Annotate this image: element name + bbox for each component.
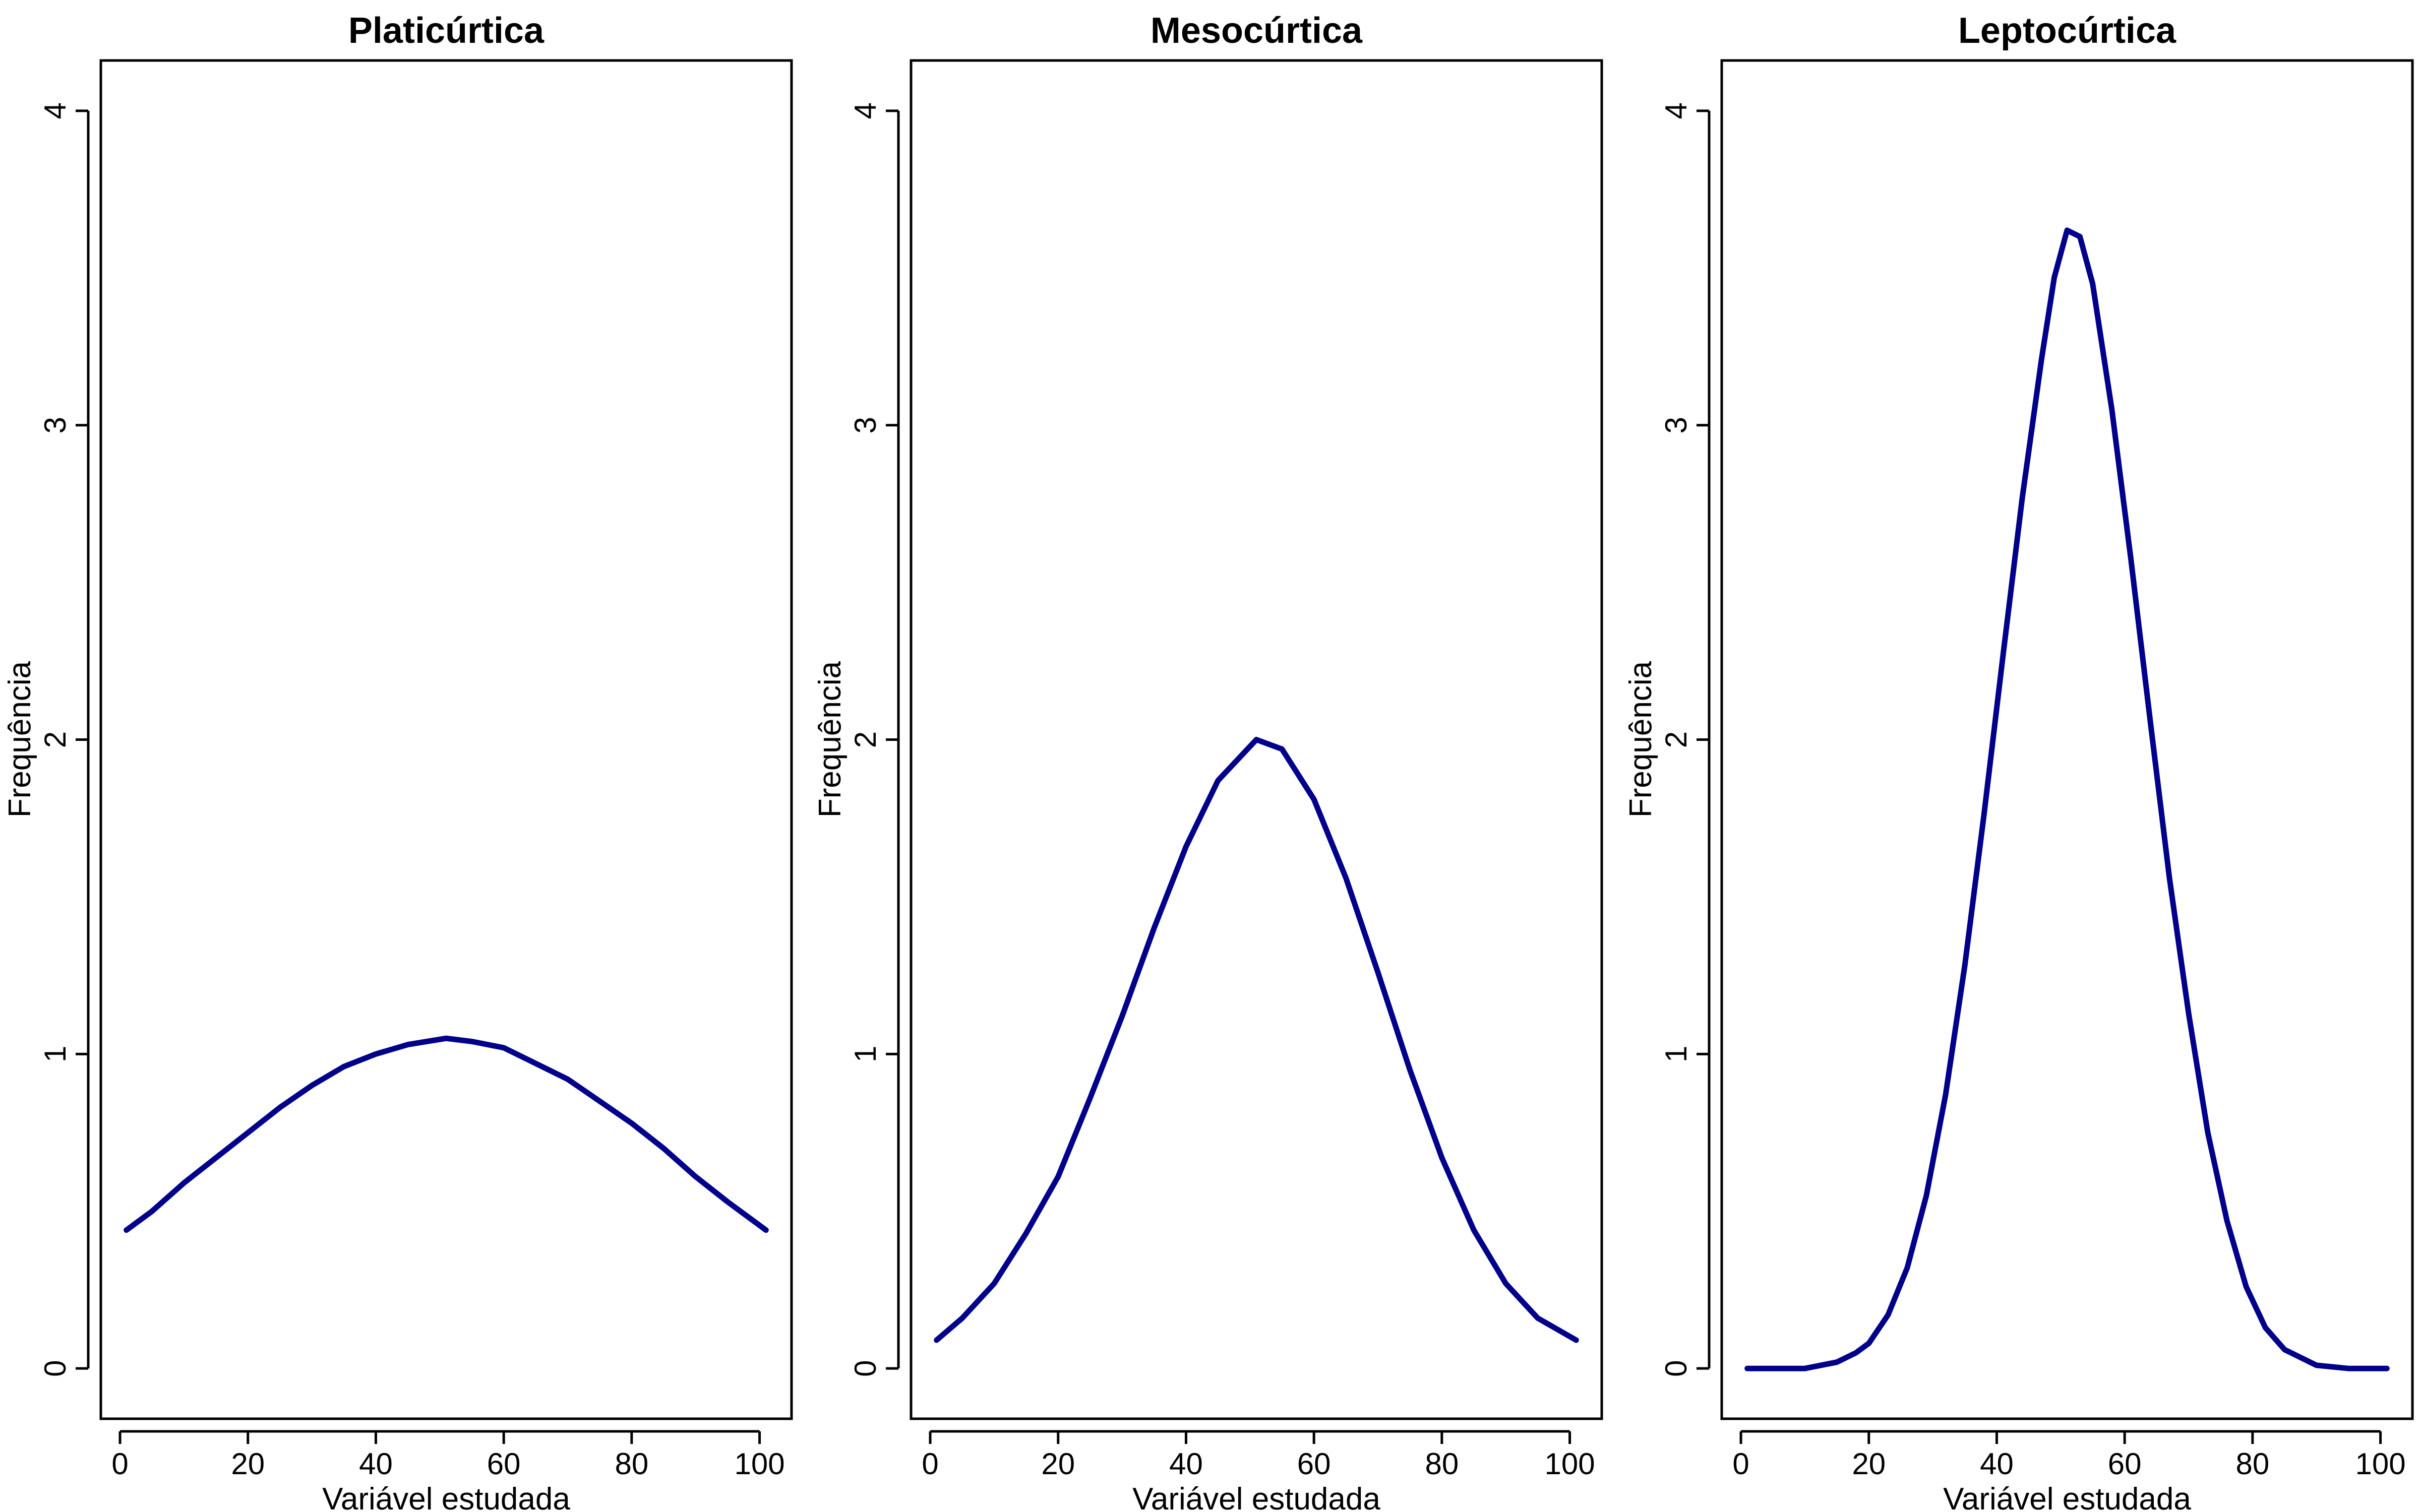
y-axis-label: Frequência	[1623, 661, 1658, 817]
x-tick-label: 60	[1297, 1447, 1331, 1481]
y-tick-label: 0	[1659, 1360, 1693, 1376]
y-tick-label: 0	[849, 1360, 882, 1376]
y-axis-label: Frequência	[813, 661, 848, 817]
panel-leptocurtica: Leptocúrtica Variável estudada Frequênci…	[1623, 11, 2414, 1512]
y-tick-label: 4	[849, 102, 882, 119]
y-tick-label: 1	[38, 1046, 72, 1062]
x-tick-label: 80	[615, 1447, 648, 1481]
y-tick-label: 2	[849, 731, 882, 748]
density-curve	[1744, 227, 2390, 1371]
panel-title: Platicúrtica	[348, 11, 544, 51]
x-tick-label: 100	[735, 1447, 785, 1481]
x-tick-label: 60	[2108, 1447, 2142, 1481]
y-tick-label: 2	[1659, 731, 1693, 748]
x-tick-label: 60	[487, 1447, 521, 1481]
y-tick-label: 4	[1659, 102, 1693, 119]
x-axis-label: Variável estudada	[322, 1482, 570, 1512]
y-tick-label: 2	[38, 731, 72, 748]
density-curve	[124, 1035, 769, 1233]
y-tick-label: 3	[38, 417, 72, 433]
panel-title: Mesocúrtica	[1151, 11, 1363, 51]
x-tick-label: 40	[359, 1447, 393, 1481]
x-tick-label: 100	[1545, 1447, 1595, 1481]
density-curve	[934, 737, 1579, 1343]
x-tick-label: 0	[1732, 1447, 1749, 1481]
x-axis-label: Variável estudada	[1132, 1482, 1380, 1512]
x-tick-label: 80	[1425, 1447, 1459, 1481]
plot-frame	[99, 59, 793, 1420]
x-tick-label: 100	[2355, 1447, 2406, 1481]
x-tick-label: 20	[231, 1447, 265, 1481]
plot-frame	[910, 59, 1603, 1420]
panel-platicurtica: Platicúrtica Variável estudada Frequênci…	[3, 11, 793, 1512]
panel-title: Leptocúrtica	[1958, 11, 2176, 51]
y-tick-label: 3	[849, 417, 882, 433]
x-tick-label: 0	[922, 1447, 938, 1481]
y-tick-label: 3	[1659, 417, 1693, 433]
y-tick-label: 0	[38, 1360, 72, 1376]
y-tick-label: 1	[1659, 1046, 1693, 1062]
y-tick-label: 1	[849, 1046, 882, 1062]
x-tick-label: 20	[1852, 1447, 1886, 1481]
x-axis-label: Variável estudada	[1943, 1482, 2191, 1512]
x-tick-label: 40	[1169, 1447, 1203, 1481]
x-tick-label: 20	[1041, 1447, 1075, 1481]
x-tick-label: 40	[1980, 1447, 2014, 1481]
y-axis-label: Frequência	[3, 661, 37, 817]
plot-frame	[1720, 59, 2414, 1420]
x-tick-label: 0	[111, 1447, 128, 1481]
panel-mesocurtica: Mesocúrtica Variável estudada Frequência…	[813, 11, 1603, 1512]
x-tick-label: 80	[2235, 1447, 2269, 1481]
y-tick-label: 4	[38, 102, 72, 119]
